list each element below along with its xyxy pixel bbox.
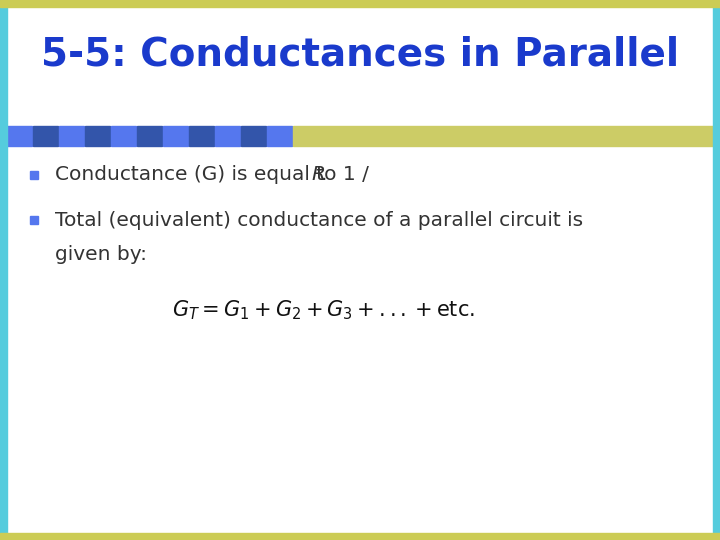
Bar: [293, 126, 713, 146]
Bar: [0, 0, 720, 7]
Bar: [163, 126, 188, 146]
Bar: [241, 126, 266, 146]
Bar: [111, 126, 136, 146]
Bar: [0, 533, 720, 540]
Bar: [33, 126, 58, 146]
Text: given by:: given by:: [55, 246, 147, 265]
Bar: [59, 126, 84, 146]
Bar: [189, 126, 214, 146]
Bar: [137, 126, 162, 146]
Bar: [7, 126, 32, 146]
Text: $G_T = G_1 + G_2 + G_3 + ... + \mathrm{etc.}$: $G_T = G_1 + G_2 + G_3 + ... + \mathrm{e…: [173, 298, 475, 322]
Text: Total (equivalent) conductance of a parallel circuit is: Total (equivalent) conductance of a para…: [55, 211, 583, 229]
Text: 5-5: Conductances in Parallel: 5-5: Conductances in Parallel: [41, 36, 679, 74]
Bar: [215, 126, 240, 146]
Bar: [713, 0, 720, 540]
Bar: [30, 171, 38, 179]
Bar: [267, 126, 292, 146]
Bar: [85, 126, 110, 146]
Text: R: R: [311, 165, 325, 185]
Text: Conductance (G) is equal to 1 /: Conductance (G) is equal to 1 /: [55, 165, 375, 185]
Bar: [0, 0, 7, 540]
Bar: [30, 216, 38, 224]
Bar: [0, 0, 720, 120]
Bar: [0, 120, 720, 540]
Text: .: .: [321, 165, 328, 185]
